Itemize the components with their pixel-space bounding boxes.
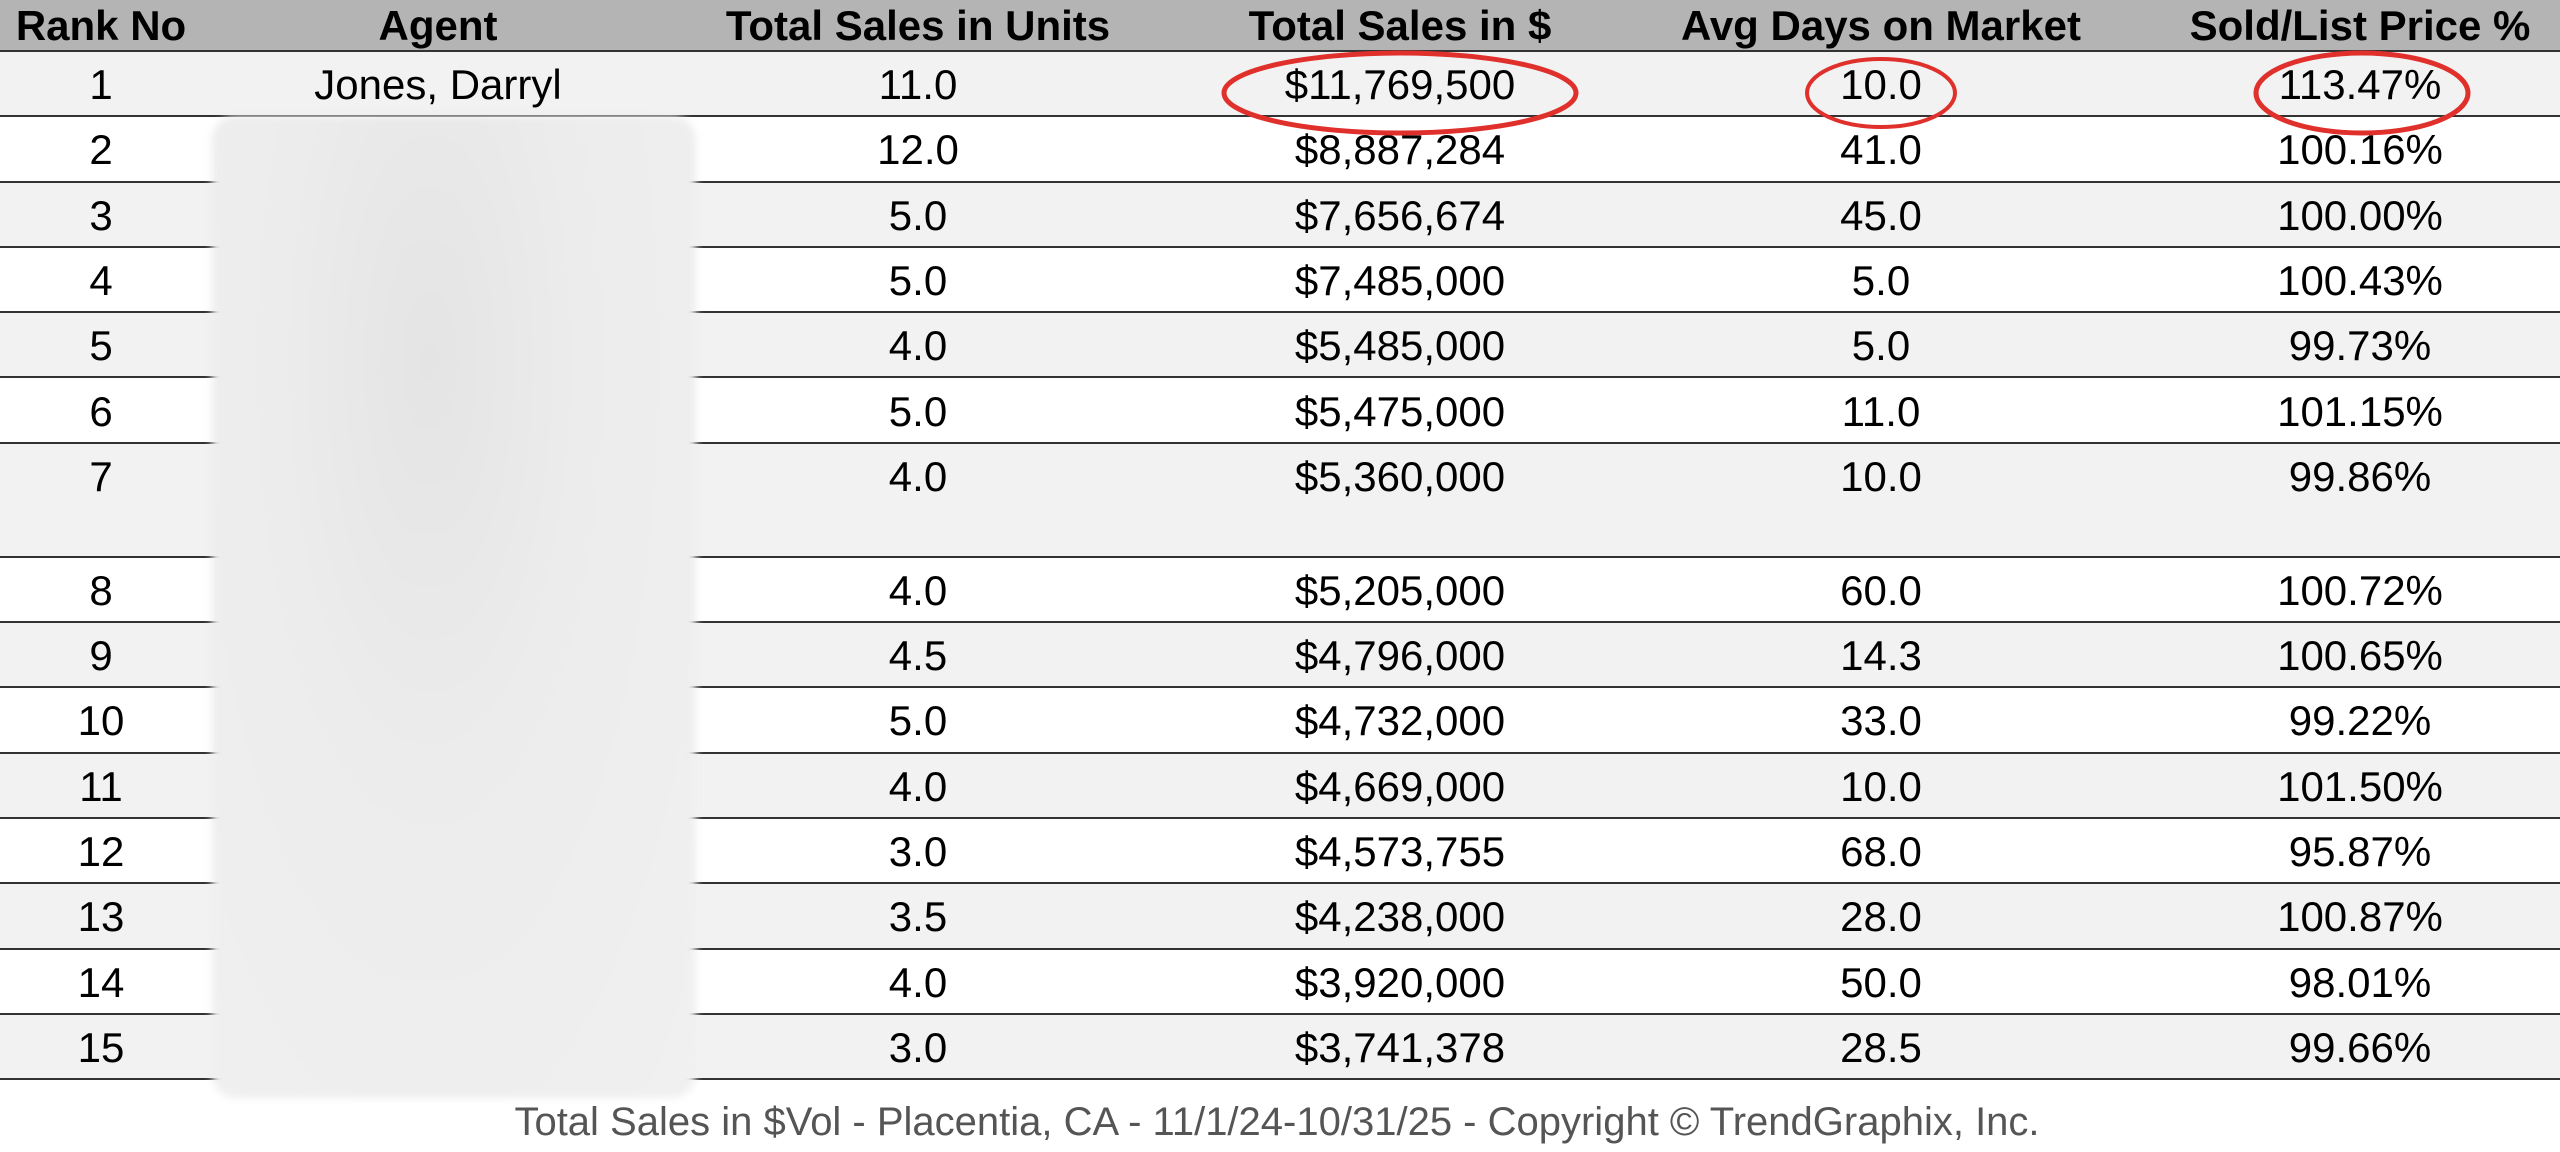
column-header: Total Sales in Units (725, 2, 1111, 49)
table-cell: 5.0 (1851, 256, 1911, 304)
table-cell: 3.5 (888, 893, 948, 941)
table-cell: 5.0 (888, 191, 948, 239)
table-cell: 100.87% (2277, 893, 2443, 941)
table-cell: 14 (77, 958, 125, 1006)
table-cell: 7 (89, 452, 113, 500)
table-cell: 12 (77, 828, 125, 875)
table-cell: 4 (89, 256, 113, 304)
table-cell: 4.0 (888, 566, 948, 614)
highlight-circle (2253, 50, 2471, 136)
table-cell: 10.0 (1840, 61, 1922, 108)
table-cell: $11,769,500 (1284, 61, 1516, 108)
table-cell: 33.0 (1840, 697, 1922, 745)
table-cell: 28.0 (1840, 893, 1922, 941)
table-cell: 113.47% (2278, 61, 2442, 108)
table-cell: 45.0 (1840, 191, 1922, 239)
table-cell: 68.0 (1840, 828, 1922, 875)
table-cell: 5.0 (888, 697, 948, 745)
table-cell: 100.72% (2277, 566, 2443, 614)
table-cell: $4,732,000 (1294, 697, 1506, 745)
table-cell: $4,796,000 (1294, 632, 1506, 680)
table-cell: 99.86% (2288, 452, 2432, 500)
table-cell: 99.66% (2288, 1023, 2432, 1071)
highlight-circle (1805, 57, 1957, 129)
table-cell: 95.87% (2288, 828, 2432, 875)
table-cell: $5,485,000 (1294, 322, 1506, 370)
table-cell: 99.22% (2288, 697, 2432, 745)
highlight-circle (1221, 50, 1579, 136)
table-cell: 10 (77, 697, 125, 745)
table-cell: $3,920,000 (1294, 958, 1506, 1006)
table-cell: 2 (89, 126, 113, 174)
table-cell: 4.0 (888, 762, 948, 810)
footer: Total Sales in $Vol - Placentia, CA - 11… (514, 1100, 2040, 1144)
table-cell: 5.0 (888, 256, 948, 304)
table-cell: 5.0 (1851, 322, 1911, 370)
table-cell: 15 (77, 1023, 125, 1071)
table-cell: 4.0 (888, 322, 948, 370)
table-cell: Jones, Darryl (314, 61, 562, 108)
header-row: Rank No Agent Total Sales in Units Total Sa… (0, 0, 2560, 52)
column-header: Sold/List Price % (2189, 2, 2531, 49)
column-header: Total Sales in $ (1248, 2, 1552, 49)
table-cell: 3.0 (888, 1023, 948, 1071)
table-cell: $5,360,000 (1294, 452, 1506, 500)
table-cell: 11.0 (1841, 387, 1921, 435)
table-cell: 4.5 (888, 632, 948, 680)
table-cell: 5 (89, 322, 113, 370)
table-cell: 3 (89, 191, 113, 239)
table-cell: 4.0 (888, 452, 948, 500)
table-cell: $7,485,000 (1294, 256, 1506, 304)
table-cell: 60.0 (1840, 566, 1922, 614)
table-cell: $5,205,000 (1294, 566, 1506, 614)
table-cell: $7,656,674 (1294, 191, 1506, 239)
column-header: Rank No (15, 2, 187, 49)
table-cell: 3.0 (888, 828, 948, 875)
table-cell: $4,669,000 (1294, 762, 1506, 810)
table-cell: $4,573,755 (1294, 828, 1506, 875)
table-cell: 1 (89, 61, 113, 108)
table-cell: $4,238,000 (1294, 893, 1506, 941)
table-cell: 28.5 (1840, 1023, 1922, 1071)
table-cell: 10.0 (1840, 762, 1922, 810)
table-cell: 12.0 (877, 126, 959, 174)
table-cell: 11 (79, 762, 123, 810)
table-cell: 50.0 (1840, 958, 1922, 1006)
column-header: Agent (378, 2, 498, 49)
table-cell: 11.0 (878, 61, 958, 108)
table-row: 1 Jones, Darryl 11.0 $11,769,500 10.0 113.47% (0, 52, 2560, 118)
table-cell: 5.0 (888, 387, 948, 435)
redacted-names (212, 116, 696, 1098)
table-cell: 99.73% (2288, 322, 2432, 370)
column-header: Avg Days on Market (1681, 2, 2081, 49)
table-cell: 9 (89, 632, 113, 680)
table-cell: 100.43% (2277, 256, 2443, 304)
table-cell: 10.0 (1840, 452, 1922, 500)
table-cell: 8 (89, 566, 113, 614)
table-cell: 98.01% (2288, 958, 2432, 1006)
table-cell: $3,741,378 (1294, 1023, 1506, 1071)
table-cell: 14.3 (1840, 632, 1922, 680)
table-cell: $5,475,000 (1294, 387, 1506, 435)
table-cell: 100.00% (2277, 191, 2443, 239)
table-cell: 100.65% (2277, 632, 2443, 680)
table-cell: 101.15% (2277, 387, 2443, 435)
table-cell: 6 (89, 387, 113, 435)
table-cell: 41.0 (1840, 126, 1922, 174)
table-cell: 101.50% (2277, 762, 2443, 810)
table-cell: 4.0 (888, 958, 948, 1006)
table-cell: 13 (77, 893, 125, 941)
